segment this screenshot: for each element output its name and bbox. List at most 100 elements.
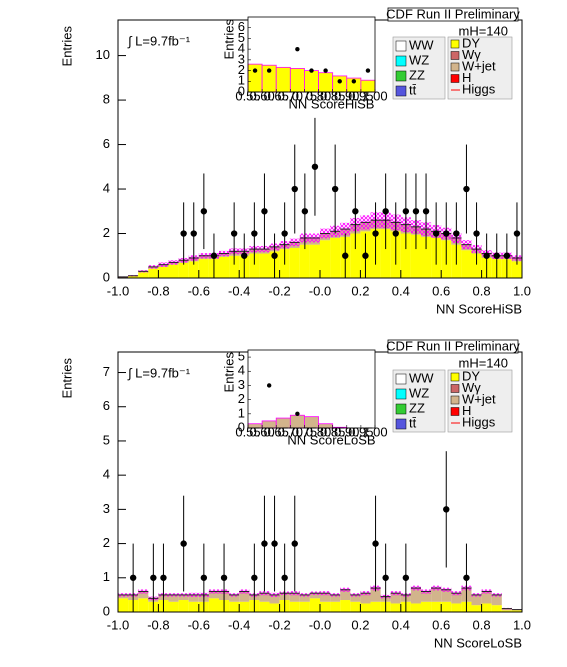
- histogram-bar: [421, 591, 432, 602]
- histogram-bar: [511, 610, 522, 612]
- chart-title: CDF Run II Preliminary: [386, 338, 520, 353]
- histogram-bar: [198, 259, 209, 278]
- histogram-bar: [168, 601, 179, 612]
- histogram-bar: [410, 234, 421, 278]
- x-tick-label: 0.2: [351, 283, 369, 298]
- inset-frame-bg: [248, 350, 375, 428]
- title-box: [387, 339, 519, 354]
- legend-swatch: [450, 62, 460, 72]
- inset-x-tick-label: 1.00: [362, 424, 387, 439]
- histogram-bar: [188, 261, 199, 278]
- inset-x-tick-label: 0.60: [249, 424, 274, 439]
- histogram-bar: [269, 594, 280, 604]
- histogram-bar: [299, 244, 310, 278]
- data-point: [372, 230, 379, 237]
- histogram-bar: [330, 601, 341, 612]
- inset-y-tick-label: 2: [238, 62, 245, 77]
- histogram-bar: [158, 266, 169, 278]
- inset-x-tick-label: 0.65: [264, 88, 289, 103]
- histogram-bar: [229, 594, 240, 602]
- histogram-bar: [451, 593, 462, 604]
- inset-y-tick-label: 5: [238, 30, 245, 45]
- inset-y-tick-label: 2: [238, 391, 245, 406]
- x-tick-label: 0.4: [392, 617, 410, 632]
- x-tick-label: -0.2: [268, 617, 290, 632]
- histogram-bar: [400, 233, 411, 278]
- legend-swatch: [450, 39, 460, 49]
- inset-data-point: [252, 68, 258, 73]
- histogram-bar: [168, 264, 179, 278]
- histogram-bar: [471, 253, 482, 278]
- data-point: [200, 208, 208, 215]
- histogram-bar: [259, 601, 270, 612]
- data-point: [261, 540, 268, 547]
- data-point: [483, 252, 490, 259]
- legend-label: tt̄: [409, 415, 417, 430]
- legend-label: H: [462, 403, 471, 418]
- y-tick-label: 10: [96, 47, 110, 62]
- legend-label: WZ: [409, 385, 429, 400]
- legend-label: DY: [462, 35, 480, 50]
- histogram-bar: [441, 589, 452, 602]
- legend-swatch: [395, 403, 407, 415]
- legend-label: W+jet: [462, 58, 496, 73]
- histogram-bar: [138, 272, 149, 278]
- histogram-bar: [128, 276, 139, 278]
- data-point: [200, 574, 208, 581]
- y-tick-label: 5: [103, 432, 110, 447]
- legend-swatch: [395, 388, 407, 400]
- histogram-bar: [229, 601, 240, 612]
- y-tick-label: 6: [103, 136, 110, 151]
- inset-y-tick-label: 3: [238, 51, 245, 66]
- inset-y-tick-label: 5: [238, 349, 245, 364]
- data-point: [150, 574, 157, 581]
- inset-y-label: Entries: [221, 352, 236, 393]
- title-box: [387, 7, 519, 22]
- legend-label: WW: [409, 370, 434, 385]
- inset-y-tick-label: 1: [238, 405, 245, 420]
- legend-label: WZ: [409, 52, 429, 67]
- histogram-bar: [309, 598, 320, 612]
- inset-x-label: NN ScoreLoSB: [287, 432, 375, 447]
- histogram-bar: [118, 598, 129, 612]
- histogram-bar: [178, 600, 189, 612]
- histogram-bar: [491, 594, 502, 606]
- data-point: [352, 208, 359, 215]
- inset-frame: [247, 349, 376, 429]
- histogram-bar: [320, 593, 331, 602]
- data-point: [230, 230, 238, 237]
- inset-x-tick-label: 0.65: [264, 424, 289, 439]
- x-tick-label: -1.0: [107, 617, 129, 632]
- y-tick-label: 0: [103, 269, 110, 284]
- data-point: [362, 252, 369, 259]
- inset-x-tick-label: 0.70: [278, 88, 303, 103]
- histogram-bar: [259, 593, 270, 602]
- data-point: [251, 230, 258, 237]
- inset-data-point: [337, 79, 342, 84]
- histogram-bar: [289, 247, 300, 278]
- histogram-bar: [178, 594, 189, 601]
- x-tick-label: -0.8: [147, 283, 169, 298]
- inset-x-tick-label: 0.80: [306, 424, 331, 439]
- inset-y-tick-label: 3: [238, 377, 245, 392]
- x-tick-label: 0.4: [392, 283, 410, 298]
- legend-label: Higgs: [462, 81, 496, 96]
- legend-swatch: [395, 418, 407, 430]
- histogram-bar: [370, 601, 381, 612]
- inset-x-tick-label: 0.90: [334, 424, 359, 439]
- histogram-bar: [208, 598, 219, 612]
- inset-y-tick-label: 0: [238, 83, 245, 98]
- histogram-bar: [320, 240, 331, 278]
- mass-label: mH=140: [459, 355, 509, 370]
- histogram-bar: [309, 244, 320, 278]
- histogram-bar: [491, 605, 502, 612]
- legend-label: Higgs: [462, 414, 496, 429]
- histogram-bar: [360, 603, 371, 612]
- inset-x-tick-label: 0.95: [348, 88, 373, 103]
- x-tick-label: -0.4: [228, 617, 250, 632]
- histogram-bar: [390, 593, 401, 604]
- x-tick-label: -0.0: [309, 283, 331, 298]
- inset-data-point: [309, 68, 314, 73]
